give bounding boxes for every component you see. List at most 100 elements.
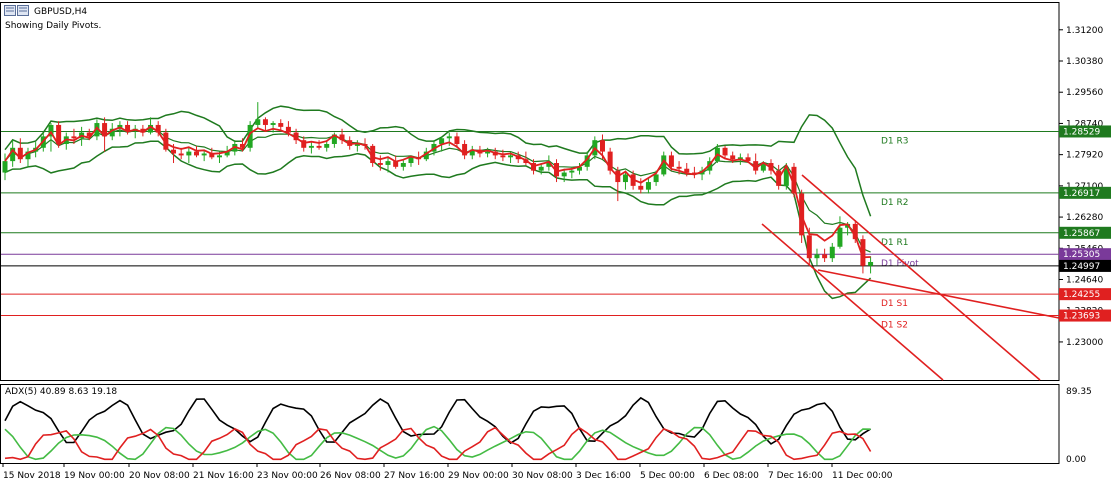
candle-body <box>148 124 154 133</box>
candle-body <box>462 143 468 156</box>
candle-body <box>822 254 828 259</box>
time-tick-label: 15 Nov 2018 <box>3 471 61 481</box>
candle-body <box>201 153 207 156</box>
candle-body <box>439 138 445 144</box>
candle-body <box>385 161 391 165</box>
moving-average-line <box>4 125 871 259</box>
candle-body <box>500 155 506 158</box>
bollinger-lower-band <box>4 140 872 300</box>
candle-body <box>109 128 115 137</box>
candle-body <box>186 151 192 156</box>
candle-body <box>599 140 605 152</box>
candle-body <box>56 124 62 144</box>
candle-body <box>661 155 667 175</box>
candle-body <box>224 151 230 156</box>
adx-main-line <box>4 396 872 445</box>
adx-plus-di-line <box>4 425 871 461</box>
time-tick-label: 21 Nov 16:00 <box>193 471 254 481</box>
candle-body <box>86 132 92 137</box>
candle-body <box>270 123 276 125</box>
pivot-name-label: D1 S1 <box>881 299 908 309</box>
candle-body <box>393 161 399 167</box>
pivot-price-label: 1.25305 <box>1063 250 1100 260</box>
candle-body <box>25 151 31 160</box>
candle-body <box>316 145 322 148</box>
candle-body <box>607 151 613 171</box>
candle-body <box>783 166 789 186</box>
candle-body <box>577 166 582 171</box>
adx-indicator-label: ADX(5) 40.89 8.63 19.18 <box>5 387 118 397</box>
time-tick-label: 30 Nov 08:00 <box>512 471 573 481</box>
pivot-price-box <box>1059 186 1111 199</box>
chart-window-icon <box>4 5 30 16</box>
price-tick-label: 1.23000 <box>1066 338 1103 348</box>
candle-body <box>446 136 452 139</box>
candle-body <box>653 174 659 183</box>
indicator-scale-top: 89.35 <box>1066 387 1092 397</box>
time-tick-label: 3 Dec 16:00 <box>576 471 631 481</box>
adx-minus-di-line <box>4 426 872 461</box>
time-tick-label: 6 Dec 08:00 <box>704 471 759 481</box>
pivot-name-label: D1 S2 <box>881 321 908 331</box>
time-tick-label: 29 Nov 00:00 <box>448 471 509 481</box>
candle-body <box>469 149 475 156</box>
candle-body <box>400 163 406 167</box>
candle-body <box>324 143 330 148</box>
candle-body <box>837 227 843 247</box>
candle-body <box>48 124 54 137</box>
bollinger-upper-band <box>4 105 872 217</box>
candle-body <box>737 157 743 160</box>
candle-body <box>814 254 820 259</box>
chart-symbol-title: GBPUSD,H4 <box>34 7 88 17</box>
candle-body <box>760 163 766 171</box>
pivot-name-label: D1 R3 <box>881 136 909 146</box>
candle-body <box>753 161 759 171</box>
pivot-price-label: 1.23693 <box>1063 312 1100 322</box>
pivot-price-box <box>1059 226 1111 239</box>
candle-body <box>722 147 728 156</box>
price-tick-label: 1.28740 <box>1066 119 1103 129</box>
candle-body <box>508 155 514 158</box>
pivot-price-label: 1.28529 <box>1063 127 1100 137</box>
candle-body <box>377 163 383 165</box>
pivot-price-label: 1.26917 <box>1063 189 1100 199</box>
pivot-name-label: D1 R1 <box>881 238 909 248</box>
candle-body <box>852 223 858 240</box>
candle-body <box>584 155 590 167</box>
candle-body <box>216 155 222 158</box>
candle-body <box>339 134 345 141</box>
candle-body <box>408 157 414 164</box>
candle-body <box>209 153 215 158</box>
candle-body <box>745 157 751 162</box>
candle-body <box>676 166 682 169</box>
price-tick-label: 1.31200 <box>1066 26 1103 36</box>
trendline-channel-upper <box>801 174 1041 381</box>
candle-body <box>860 239 866 266</box>
price-tick-label: 1.30380 <box>1066 57 1103 67</box>
pivot-price-box <box>1059 288 1111 301</box>
pivot-name-label: D1 R2 <box>881 198 909 208</box>
candle-body <box>538 166 544 171</box>
indicator-scale-bottom: 0.00 <box>1066 455 1086 465</box>
candle-body <box>829 246 835 259</box>
candle-body <box>645 182 651 190</box>
candle-body <box>868 261 874 266</box>
pivot-name-label: D1 Pivot <box>881 259 919 269</box>
candle-body <box>331 134 337 144</box>
candle-body <box>806 235 812 259</box>
candle-body <box>554 163 560 177</box>
indicator-pane-frame <box>0 384 1060 464</box>
candle-body <box>638 185 644 190</box>
trendline-channel-lower <box>761 223 944 381</box>
candle-body <box>17 147 23 160</box>
time-tick-label: 27 Nov 16:00 <box>384 471 445 481</box>
candle-body <box>94 123 100 137</box>
candle-body <box>791 166 797 194</box>
candle-body <box>354 143 360 146</box>
price-tick-label: 1.26280 <box>1066 213 1103 223</box>
time-tick-label: 23 Nov 00:00 <box>257 471 318 481</box>
candle-body <box>239 143 245 148</box>
candle-body <box>423 151 429 160</box>
candle-body <box>262 119 268 125</box>
